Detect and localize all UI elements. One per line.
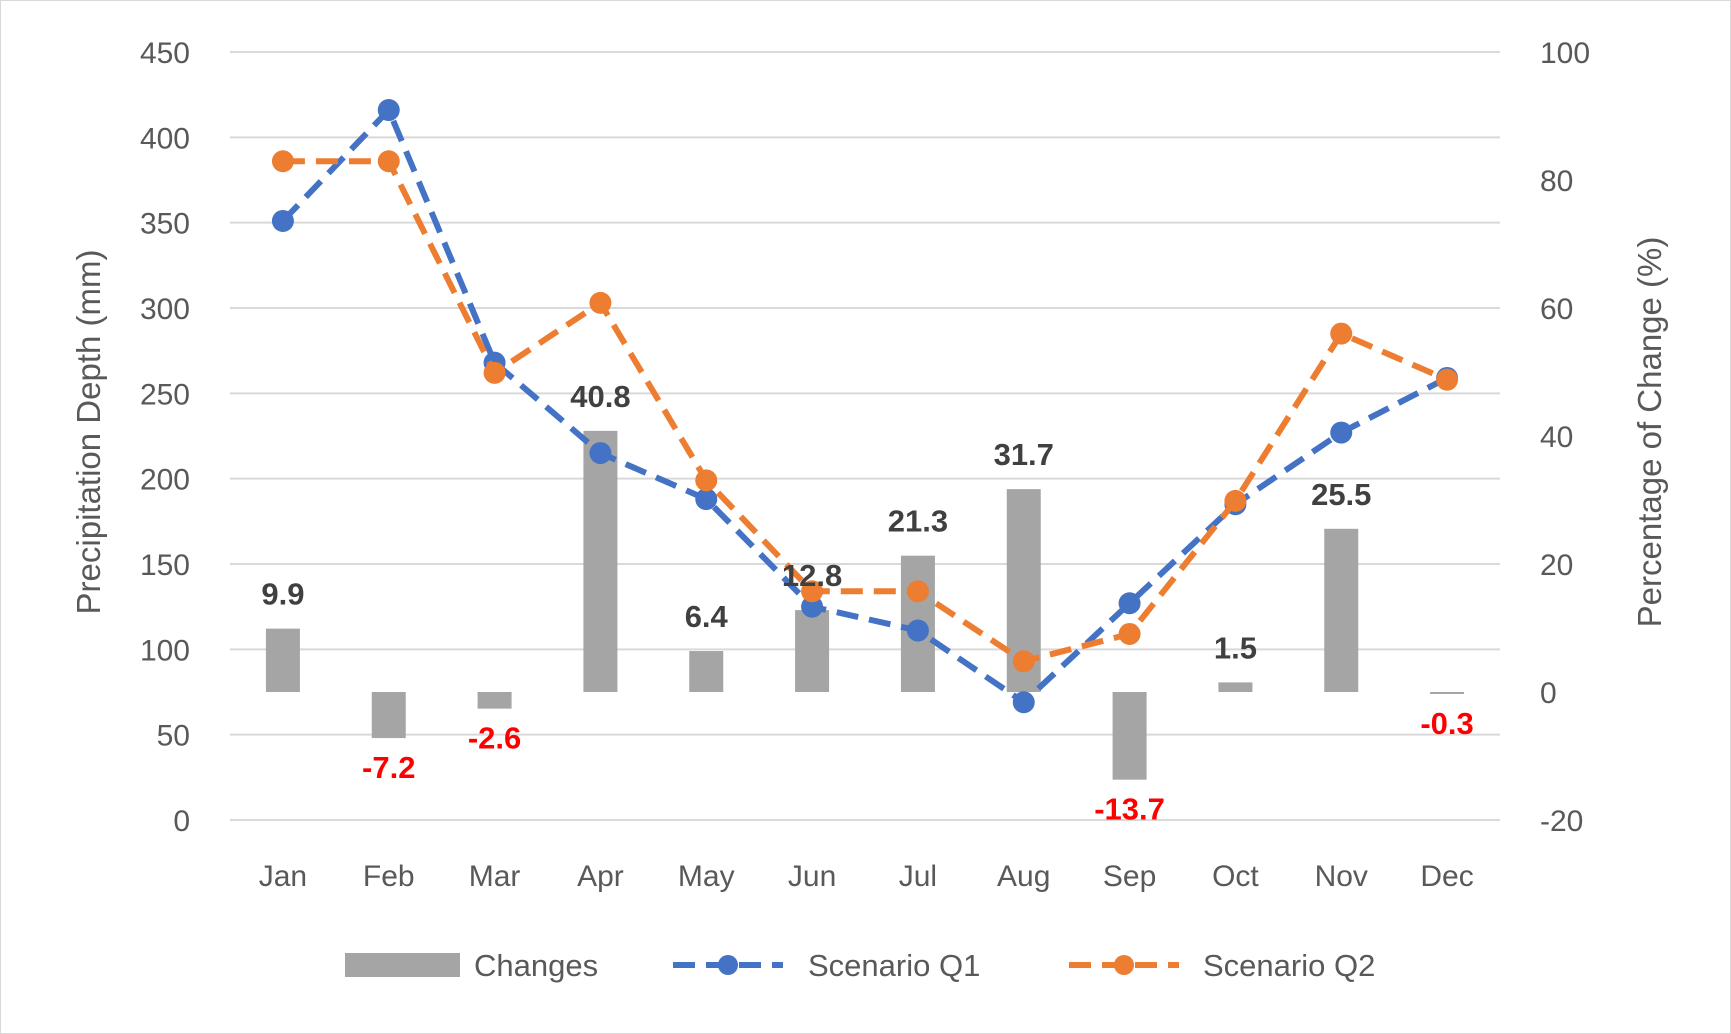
changes-data-label: 25.5 [1311, 477, 1371, 512]
changes-bar [1218, 682, 1253, 692]
x-tick-label: Dec [1420, 860, 1473, 893]
changes-bar [689, 651, 724, 692]
x-tick-label: Mar [469, 860, 521, 893]
left-axis-title: Precipitation Depth (mm) [70, 250, 107, 615]
gridlines [230, 51, 1500, 821]
left-tick-label: 450 [140, 37, 190, 70]
legend: Changes Scenario Q1 Scenario Q2 [345, 948, 1375, 983]
right-tick-label: 40 [1540, 421, 1573, 454]
series-point-q1 [695, 488, 718, 511]
x-tick-label: Jun [788, 860, 836, 893]
series-point-q2 [1012, 650, 1035, 673]
series-point-q2 [1224, 489, 1247, 512]
series-point-q2 [377, 150, 400, 173]
left-tick-label: 400 [140, 122, 190, 155]
legend-label-q2: Scenario Q2 [1203, 948, 1375, 983]
series-point-q2 [271, 150, 294, 173]
changes-data-label: -2.6 [468, 721, 521, 756]
series-point-q2 [1118, 622, 1141, 645]
changes-data-label: 31.7 [994, 437, 1054, 472]
legend-marker-q2 [1114, 955, 1134, 975]
series-point-q2 [1330, 322, 1353, 345]
changes-data-label: -13.7 [1094, 792, 1165, 827]
series-point-q1 [1012, 691, 1035, 714]
right-axis-title: Percentage of Change (%) [1631, 237, 1668, 628]
legend-label-changes: Changes [474, 948, 598, 983]
changes-data-label: 12.8 [782, 558, 842, 593]
changes-data-label: 40.8 [570, 379, 630, 414]
changes-data-label: 9.9 [261, 577, 304, 612]
left-tick-label: 0 [173, 805, 190, 838]
left-tick-label: 50 [157, 720, 190, 753]
changes-bars [265, 430, 1465, 780]
changes-data-label: 6.4 [685, 599, 729, 634]
series-point-q1 [1330, 421, 1353, 444]
changes-data-label: -7.2 [362, 750, 415, 785]
series-point-q2 [589, 291, 612, 314]
x-tick-label: Feb [363, 860, 415, 893]
changes-data-labels: 9.9 -7.2 -2.6 40.8 6.4 12.8 21.3 31.7 -13.7 1.5 25… [261, 379, 1473, 827]
series-point-q1 [589, 442, 612, 465]
changes-data-label: 21.3 [888, 504, 948, 539]
x-tick-label: Jul [899, 860, 937, 893]
series-line-q2 [282, 158, 1449, 665]
series-point-q2 [1436, 368, 1459, 391]
right-tick-label: 80 [1540, 165, 1573, 198]
x-tick-label: May [678, 860, 735, 893]
right-tick-label: 0 [1540, 677, 1557, 710]
legend-marker-q1 [718, 955, 738, 975]
series-point-q1 [801, 595, 824, 618]
series-point-q2 [801, 580, 824, 603]
right-tick-label: 20 [1540, 549, 1573, 582]
series-point-q1 [271, 209, 294, 232]
left-tick-label: 250 [140, 378, 190, 411]
series-point-q1 [906, 619, 929, 642]
changes-data-label: 1.5 [1214, 630, 1257, 665]
changes-bar [795, 610, 830, 692]
series-point-q2 [906, 580, 929, 603]
left-tick-label: 300 [140, 293, 190, 326]
legend-label-q1: Scenario Q1 [808, 948, 980, 983]
x-axis-ticks: Jan Feb Mar Apr May Jun Jul Aug Sep Oct Nov Dec [259, 860, 1474, 893]
x-tick-label: Nov [1315, 860, 1368, 893]
legend-swatch-changes [345, 953, 460, 977]
changes-bar [477, 692, 512, 709]
x-tick-label: Aug [997, 860, 1050, 893]
changes-bar [265, 628, 300, 692]
changes-data-label: -0.3 [1420, 706, 1473, 741]
left-tick-label: 150 [140, 549, 190, 582]
changes-bar [1430, 692, 1465, 694]
changes-bar [371, 692, 406, 739]
left-tick-label: 200 [140, 464, 190, 497]
series-point-q1 [1118, 592, 1141, 615]
left-axis-ticks: 0 50 100 150 200 250 300 350 400 450 [140, 37, 190, 838]
right-tick-label: 100 [1540, 37, 1590, 70]
x-tick-label: Jan [259, 860, 307, 893]
left-tick-label: 100 [140, 634, 190, 667]
right-tick-label: 60 [1540, 293, 1573, 326]
changes-bar [1112, 692, 1147, 780]
scenario-lines [271, 99, 1459, 714]
x-tick-label: Sep [1103, 860, 1156, 893]
series-line-q1 [280, 107, 1449, 706]
series-point-q2 [695, 469, 718, 492]
x-tick-label: Apr [577, 860, 624, 893]
right-axis-ticks: -20 0 20 40 60 80 100 [1540, 37, 1590, 838]
right-tick-label: -20 [1540, 805, 1583, 838]
changes-bar [583, 430, 618, 692]
left-tick-label: 350 [140, 208, 190, 241]
series-point-q2 [483, 361, 506, 384]
changes-bar [1324, 528, 1359, 692]
x-tick-label: Oct [1212, 860, 1259, 893]
series-point-q1 [377, 99, 400, 122]
